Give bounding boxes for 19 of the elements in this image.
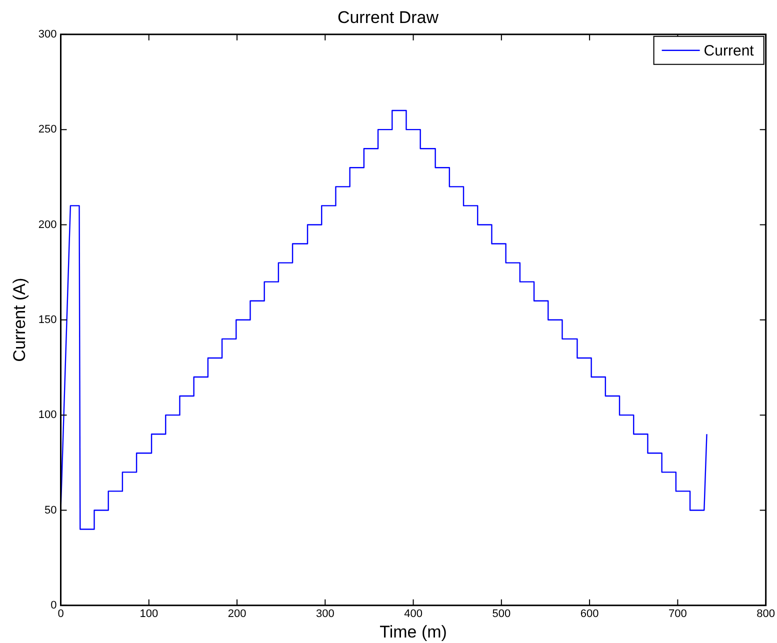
y-tick-label: 150 (38, 314, 57, 326)
y-tick-label: 300 (38, 28, 57, 40)
x-tick-label: 300 (316, 608, 334, 620)
x-tick-label: 600 (580, 608, 599, 620)
y-axis-title: Current (A) (10, 278, 29, 362)
x-tick-label: 400 (404, 608, 422, 620)
y-tick-label: 200 (38, 218, 57, 231)
legend-label: Current (704, 42, 755, 60)
x-tick-label: 100 (140, 608, 158, 620)
x-tick-label: 200 (228, 608, 246, 620)
chart-title: Current Draw (337, 8, 440, 27)
y-tick-label: 250 (38, 124, 57, 136)
x-tick-label: 800 (756, 608, 776, 620)
x-axis-title: Time (m) (380, 622, 447, 642)
x-tick-label: 500 (492, 608, 511, 620)
y-tick-label: 0 (50, 599, 57, 612)
y-tick-label: 100 (38, 409, 57, 422)
x-tick-label: 700 (668, 608, 687, 620)
y-tick-label: 50 (44, 504, 57, 516)
